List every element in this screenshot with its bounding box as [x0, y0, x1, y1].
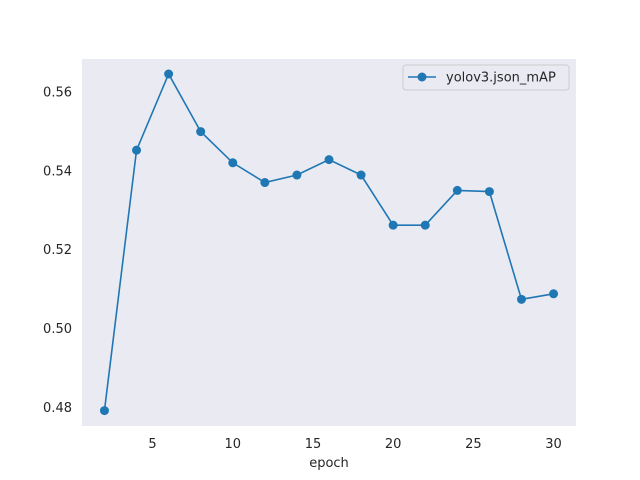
legend: yolov3.json_mAP — [402, 64, 570, 91]
x-tick-label: 30 — [545, 437, 562, 452]
x-axis: 5 10 15 20 25 30 — [148, 437, 561, 452]
data-point — [164, 69, 174, 79]
data-point — [420, 220, 430, 230]
y-tick-label: 0.48 — [43, 401, 72, 416]
legend-entry: yolov3.json_mAP — [446, 71, 556, 86]
x-tick-label: 15 — [305, 437, 322, 452]
y-axis: 0.48 0.50 0.52 0.54 0.56 — [43, 85, 72, 416]
data-point — [99, 406, 109, 416]
x-axis-label: epoch — [309, 456, 349, 471]
data-point — [228, 158, 238, 168]
x-tick-label: 10 — [224, 437, 241, 452]
data-point — [484, 187, 494, 197]
series-layer — [99, 69, 559, 416]
data-point — [324, 155, 334, 165]
data-point — [549, 289, 559, 299]
x-tick-label: 20 — [385, 437, 402, 452]
legend-box — [402, 64, 570, 91]
y-tick-label: 0.56 — [43, 85, 72, 100]
data-point — [292, 170, 302, 180]
data-point — [132, 145, 142, 155]
y-tick-label: 0.54 — [43, 164, 72, 179]
data-point — [196, 127, 206, 137]
legend-marker — [417, 72, 427, 82]
data-point — [452, 185, 462, 195]
data-point — [356, 170, 366, 180]
data-point — [516, 294, 526, 304]
data-point — [388, 220, 398, 230]
data-point — [260, 178, 270, 188]
x-tick-label: 5 — [148, 437, 156, 452]
plot-area — [82, 59, 576, 426]
y-tick-label: 0.52 — [43, 243, 72, 258]
x-tick-label: 25 — [465, 437, 482, 452]
y-tick-label: 0.50 — [43, 322, 72, 337]
